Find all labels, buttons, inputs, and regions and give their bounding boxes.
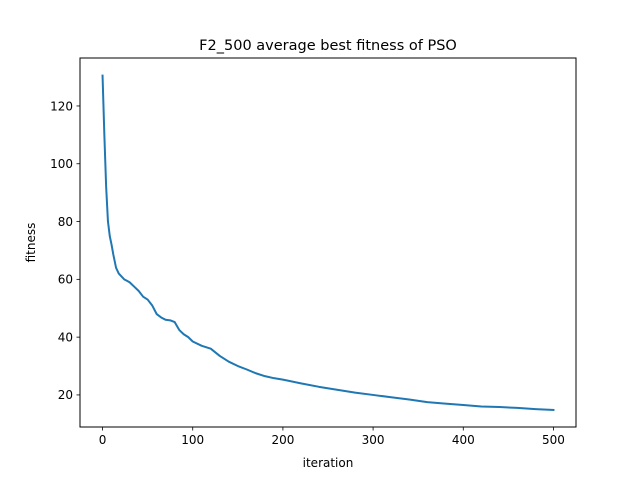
series-line — [101, 74, 555, 411]
y-axis-label: fitness — [24, 223, 38, 263]
x-tick-label: 100 — [181, 433, 204, 447]
y-tick-label: 40 — [58, 330, 73, 344]
y-tick-label: 100 — [50, 157, 73, 171]
x-tick-label: 0 — [99, 433, 107, 447]
y-tick-label: 80 — [58, 215, 73, 229]
x-tick-label: 200 — [271, 433, 294, 447]
x-tick-label: 500 — [542, 433, 565, 447]
x-axis-label: iteration — [303, 456, 354, 470]
y-tick-label: 120 — [50, 99, 73, 113]
y-tick-label: 60 — [58, 273, 73, 287]
chart-title: F2_500 average best fitness of PSO — [199, 38, 457, 54]
x-tick-label: 400 — [452, 433, 475, 447]
plot-area: 0 100 200 300 400 500 20 40 60 80 100 120 — [50, 74, 565, 447]
x-tick-label: 300 — [362, 433, 385, 447]
axes-frame — [79, 57, 577, 428]
y-tick-label: 20 — [58, 388, 73, 402]
